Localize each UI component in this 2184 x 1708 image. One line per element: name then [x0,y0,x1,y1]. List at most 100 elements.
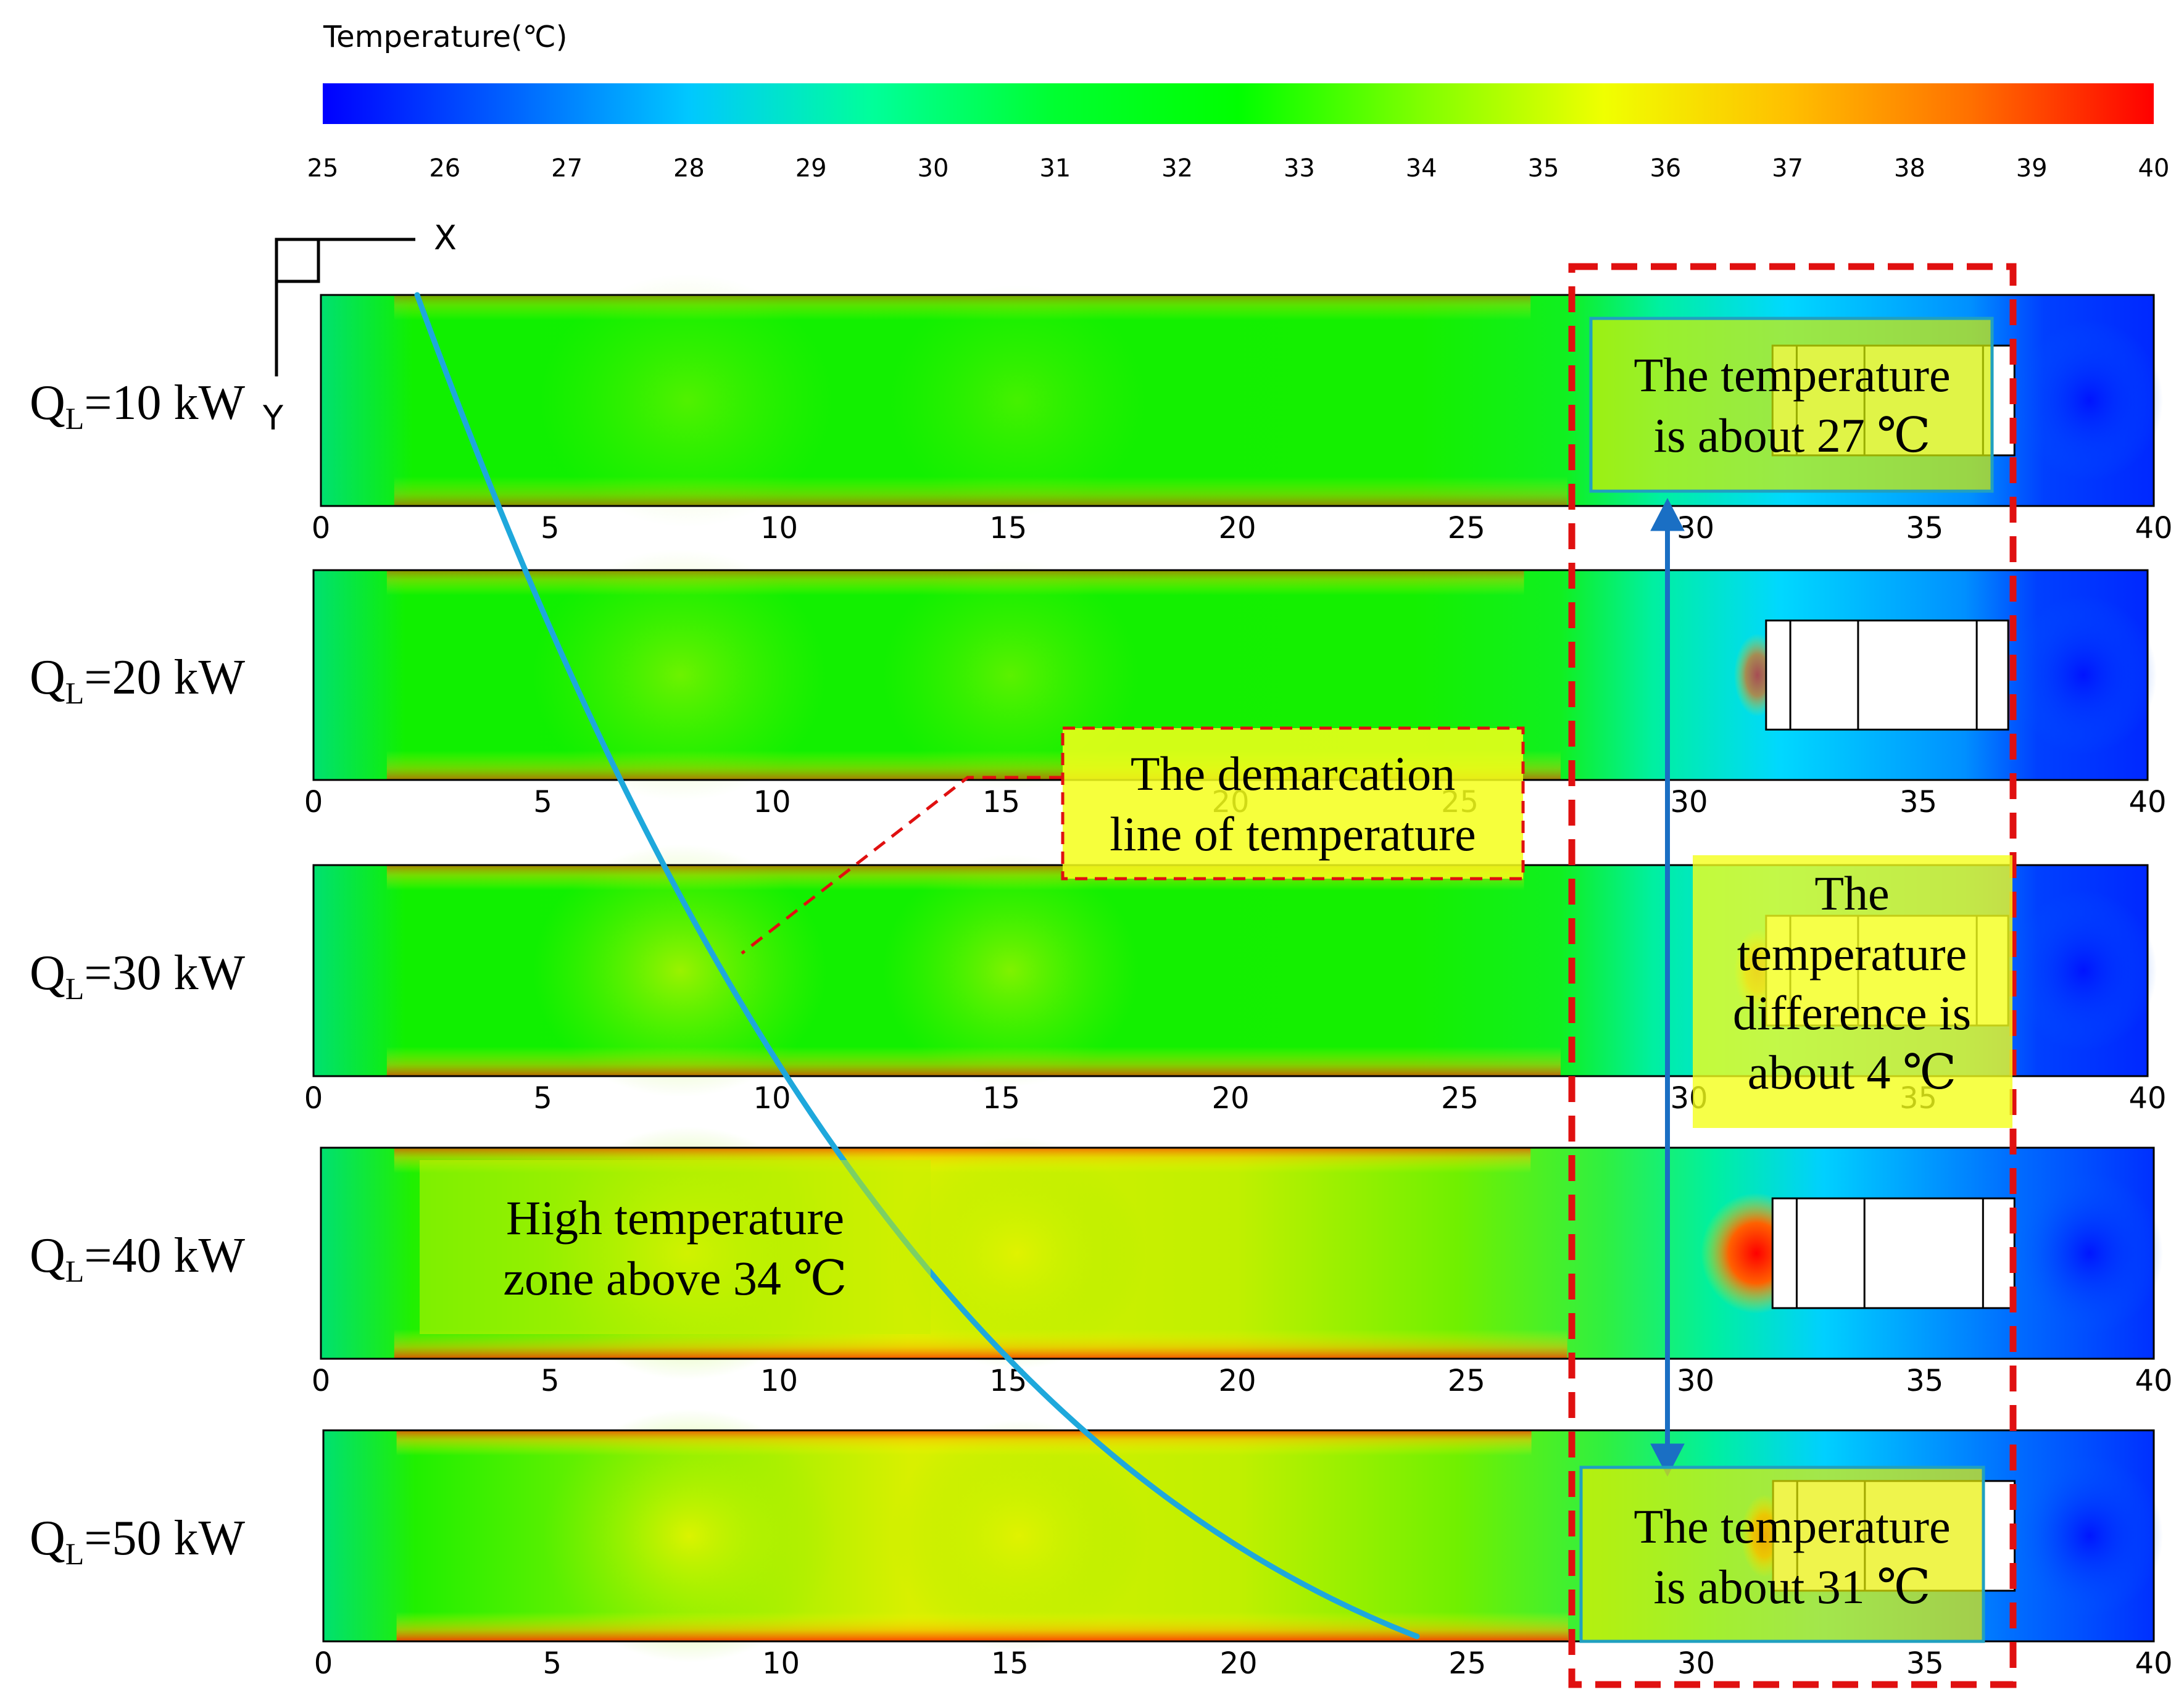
comparison-region-box [1568,263,2017,1688]
x-tick-label: 40 [2135,1646,2172,1681]
colorbar-tick-label: 29 [795,154,827,183]
colorbar-tick-label: 38 [1894,154,1925,183]
floor-hot-layer [394,1329,1567,1359]
ql-symbol: Q [30,946,65,1000]
warm-region [891,1419,1147,1652]
x-tick-label: 40 [2135,511,2172,545]
comparison-arrow [1650,497,1685,1477]
annotation-demarcation: The demarcation line of temperature [1061,726,1525,881]
x-tick-label: 10 [753,785,791,819]
ceiling-hot-layer [396,1430,1532,1456]
annotation-high-zone-line2: zone above 34 ℃ [503,1251,847,1305]
annotation-temp-27-line2: is about 27 ℃ [1653,408,1930,462]
warm-region [541,273,834,528]
panel-frame [320,294,2155,507]
x-tick-label: 25 [1441,1081,1479,1116]
floor-hot-layer [386,1047,1561,1076]
x-tick-label: 20 [1211,1081,1249,1116]
x-tick-label: 15 [982,785,1020,819]
x-tick-label: 40 [2128,785,2166,819]
panel-ql-label: QL=10 kW [30,376,245,436]
annotation-difference-line4: about 4 ℃ [1748,1045,1957,1099]
x-tick-label: 25 [1448,1364,1485,1398]
x-tick-label: 40 [2135,1364,2172,1398]
ql-subscript: L [65,1536,85,1571]
ql-symbol: Q [30,1511,65,1565]
annotation-temp-31-line2: is about 31 ℃ [1653,1560,1930,1614]
colorbar-tick-label: 35 [1528,154,1559,183]
x-tick-label: 20 [1219,1646,1257,1681]
panel-ql-label: QL=40 kW [30,1229,245,1288]
panel-frame [322,1429,2155,1643]
colorbar-tick-label: 32 [1161,154,1193,183]
ql-subscript: L [65,676,85,710]
x-tick-label: 5 [533,1081,552,1116]
warm-region [542,1409,836,1663]
x-tick-label: 35 [1906,511,1943,545]
ql-subscript: L [65,971,85,1006]
colorbar-tick-label: 27 [551,154,583,183]
colorbar: Temperature(℃) 25 26 27 28 29 30 31 32 33 34 35 36 3… [307,20,2170,183]
ql-value: =30 kW [84,946,245,1000]
x-tick-label: 35 [1906,1364,1943,1398]
colorbar-tick-label: 26 [429,154,460,183]
panel-ql-label: QL=30 kW [30,946,245,1006]
colorbar-gradient [323,83,2154,124]
warm-region [533,549,828,801]
annotation-demarcation-line2: line of temperature [1110,807,1476,861]
colorbar-tick-label: 25 [307,154,339,183]
warm-region [889,284,1146,517]
annotation-high-zone: High temperature zone above 34 ℃ [420,1160,931,1334]
annotation-high-zone-line1: High temperature [506,1191,844,1245]
ql-value: =40 kW [84,1229,245,1283]
annotation-difference: The temperature difference is about 4 ℃ [1693,855,2012,1128]
colorbar-tick-label: 39 [2016,154,2048,183]
panel-frame [320,1146,2155,1360]
x-tick-label: 35 [1900,785,1937,819]
colorbar-tick-label: 40 [2138,154,2170,183]
x-tick-label: 40 [2128,1081,2166,1116]
annotation-demarcation-line1: The demarcation [1131,747,1455,800]
x-tick-label: 10 [753,1081,791,1116]
panel-ql-label: QL=50 kW [30,1511,245,1571]
x-tick-label: 35 [1906,1646,1944,1681]
x-tick-label: 10 [760,1364,798,1398]
x-tick-label: 30 [1677,1646,1715,1681]
axis-origin-box [275,238,320,283]
x-tick-label: 15 [982,1081,1020,1116]
x-tick-label: 0 [304,1081,323,1116]
x-tick-label: 30 [1670,785,1708,819]
x-tick-label: 10 [760,511,798,545]
warm-region [882,854,1139,1087]
x-tick-label: 10 [762,1646,800,1681]
ql-symbol: Q [30,1229,65,1283]
cold-region [2010,890,2157,1051]
x-tick-label: 5 [542,1646,562,1681]
x-tick-label: 0 [304,785,323,819]
axis-indicator: X Y [262,218,457,437]
ql-value: =10 kW [84,376,245,430]
colorbar-tick-label: 30 [918,154,949,183]
colorbar-tick-label: 28 [673,154,705,183]
ql-subscript: L [65,401,85,436]
ql-symbol: Q [30,376,65,430]
y-axis-label: Y [262,399,284,437]
x-tick-label: 5 [541,1364,560,1398]
ql-value: =20 kW [84,650,245,705]
ql-value: =50 kW [84,1511,245,1565]
colorbar-tick-label: 36 [1650,154,1681,183]
annotation-difference-line1: The [1814,866,1889,920]
x-tick-label: 25 [1448,1646,1486,1681]
x-tick-label: 5 [533,785,552,819]
floor-hot-layer [394,476,1567,506]
ql-symbol: Q [30,650,65,705]
cold-region [2016,1456,2163,1616]
x-tick-label: 0 [312,1364,331,1398]
x-tick-label: 30 [1677,1364,1714,1398]
colorbar-tick-label: 33 [1284,154,1315,183]
vehicle-obstacle [1765,620,2009,731]
annotation-temp-27: The temperature is about 27 ℃ [1589,317,1994,493]
